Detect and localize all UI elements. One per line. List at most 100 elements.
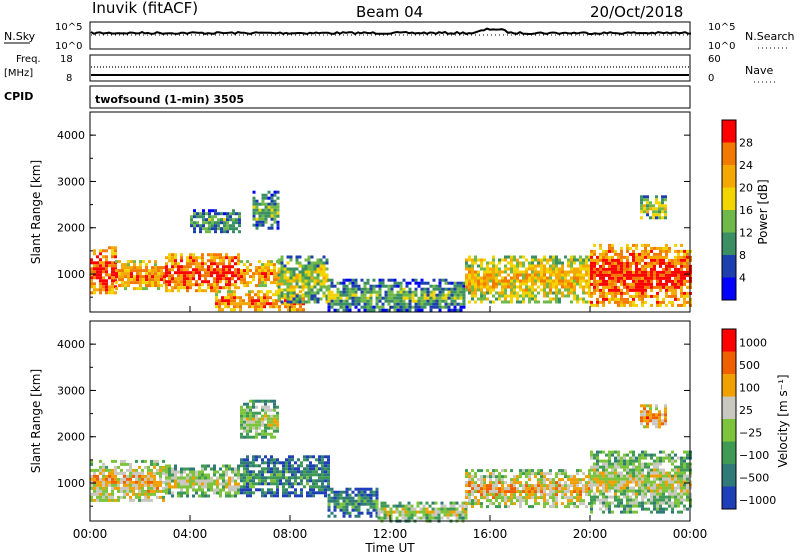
echo-cell [336, 287, 340, 291]
echo-cell [486, 469, 489, 473]
echo-cell [585, 285, 588, 289]
echo-cell [489, 484, 492, 488]
echo-cell [461, 507, 465, 511]
echo-cell [153, 459, 156, 463]
echo-cell [252, 199, 256, 203]
echo-cell [261, 193, 265, 197]
echo-cell [635, 504, 638, 508]
echo-cell [319, 258, 323, 262]
echo-cell [174, 280, 177, 284]
echo-cell [638, 477, 641, 481]
echo-cell [261, 458, 264, 462]
echo-cell [659, 486, 662, 490]
echo-cell [552, 487, 555, 491]
echo-cell [608, 453, 611, 457]
echo-cell [192, 470, 195, 474]
echo-cell [423, 299, 427, 303]
echo-cell [570, 499, 573, 503]
echo-cell [102, 285, 105, 289]
echo-cell [380, 510, 384, 514]
echo-cell [277, 258, 281, 262]
echo-cell [168, 277, 171, 281]
echo-cell [665, 471, 668, 475]
echo-cell [168, 259, 171, 263]
echo-cell [668, 276, 671, 280]
echo-cell [611, 450, 614, 454]
echo-cell [207, 479, 210, 483]
echo-cell [608, 282, 611, 286]
echo-cell [617, 456, 620, 460]
echo-cell [264, 278, 267, 282]
echo-cell [336, 302, 340, 306]
echo-cell [531, 469, 534, 473]
echo-cell [378, 287, 382, 291]
echo-cell [124, 266, 127, 270]
echo-cell [189, 467, 192, 471]
echo-cell [513, 481, 516, 485]
echo-cell [117, 480, 120, 484]
colorbar-swatch [722, 210, 736, 233]
echo-cell [683, 282, 686, 286]
echo-cell [558, 490, 561, 494]
echo-cell [273, 275, 276, 279]
echo-cell [102, 477, 105, 481]
echo-cell [495, 475, 498, 479]
echo-cell [111, 288, 114, 292]
echo-cell [319, 288, 323, 292]
echo-cell [111, 291, 114, 295]
echo-cell [93, 480, 96, 484]
echo-cell [399, 299, 403, 303]
echo-cell [507, 487, 510, 491]
echo-cell [171, 265, 174, 269]
echo-cell [431, 501, 435, 505]
echo-cell [579, 496, 582, 500]
echo-cell [291, 467, 294, 471]
echo-cell [114, 267, 117, 271]
echo-cell [570, 261, 573, 265]
echo-cell [357, 284, 361, 288]
echo-cell [664, 216, 667, 220]
echo-cell [202, 209, 205, 213]
echo-cell [180, 470, 183, 474]
echo-cell [658, 425, 661, 429]
echo-cell [270, 217, 274, 221]
echo-cell [440, 507, 444, 511]
echo-cell [674, 453, 677, 457]
echo-cell [686, 483, 689, 487]
echo-cell [579, 279, 582, 283]
echo-cell [662, 498, 665, 502]
echo-cell [225, 485, 228, 489]
echo-cell [99, 288, 102, 292]
echo-cell [640, 207, 643, 211]
echo-cell [348, 305, 352, 309]
echo-cell [252, 217, 256, 221]
echo-cell [408, 299, 412, 303]
echo-cell [145, 281, 148, 285]
echo-cell [638, 285, 641, 289]
echo-cell [336, 496, 340, 500]
echo-cell [249, 485, 252, 489]
echo-cell [225, 256, 228, 260]
echo-cell [426, 296, 430, 300]
echo-cell [216, 485, 219, 489]
echo-cell [124, 284, 127, 288]
echo-cell [246, 269, 249, 273]
echo-cell [258, 488, 261, 492]
echo-cell [316, 264, 320, 268]
echo-cell [588, 490, 591, 494]
echo-cell [273, 190, 277, 194]
echo-cell [318, 461, 321, 465]
echo-cell [199, 227, 202, 231]
colorbar-tick-label: 8 [739, 249, 746, 262]
echo-cell [593, 483, 596, 487]
echo-cell [345, 278, 349, 282]
echo-cell [590, 270, 593, 274]
echo-cell [165, 289, 168, 293]
echo-cell [162, 489, 165, 493]
xtick-label: 16:00 [473, 527, 508, 541]
echo-cell [608, 501, 611, 505]
echo-cell [230, 293, 233, 297]
echo-cell [674, 498, 677, 502]
echo-cell [255, 458, 258, 462]
echo-cell [313, 282, 317, 286]
